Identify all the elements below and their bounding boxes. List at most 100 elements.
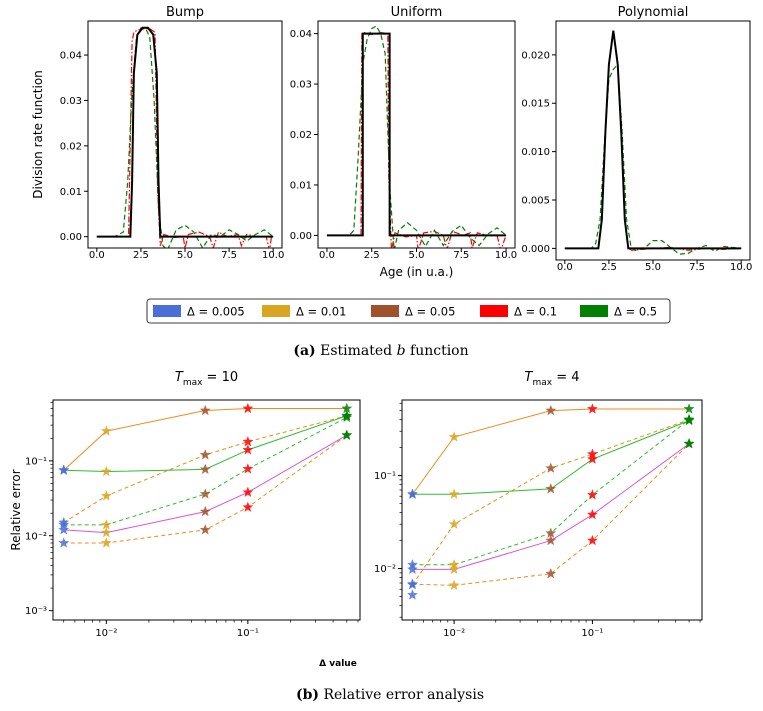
star-marker bbox=[199, 449, 211, 460]
plot-frame bbox=[555, 20, 751, 261]
caption-a-text: Estimated bbox=[316, 343, 397, 359]
star-marker bbox=[586, 403, 598, 414]
plot-title: Bump bbox=[166, 5, 204, 20]
x-tick-label: 7.5 bbox=[689, 262, 705, 273]
series-group bbox=[326, 25, 507, 248]
caption-b: (b) Relative error analysis bbox=[296, 687, 484, 703]
title-rest: = 4 bbox=[552, 370, 579, 385]
plot-title: Tmax = 10 bbox=[175, 370, 238, 388]
series-line-true bbox=[564, 30, 742, 250]
plot-frame bbox=[52, 399, 361, 621]
x-tick-label: 2.5 bbox=[601, 262, 617, 273]
star-marker bbox=[406, 563, 418, 575]
title-main: T bbox=[175, 370, 184, 385]
y-tick-label: 0.04 bbox=[60, 51, 82, 62]
legend-swatch bbox=[480, 305, 508, 317]
y-tick-label: 10⁻¹ bbox=[25, 456, 47, 467]
star-marker bbox=[545, 404, 557, 416]
star-marker bbox=[242, 463, 254, 474]
star-marker bbox=[586, 508, 598, 520]
y-tick-label: 0.015 bbox=[521, 99, 550, 110]
star-marker bbox=[448, 431, 460, 442]
plot-title: Uniform bbox=[391, 5, 443, 20]
caption-a: (a) Estimated b function bbox=[293, 343, 468, 359]
star-marker bbox=[406, 589, 418, 600]
star-marker bbox=[199, 404, 211, 416]
y-tick-label: 0.01 bbox=[290, 180, 312, 191]
legend-swatch bbox=[371, 305, 399, 317]
y-axis-label: Relative error bbox=[9, 469, 23, 550]
title-rest: = 10 bbox=[202, 370, 238, 385]
legend-label: Δ = 0.005 bbox=[187, 305, 245, 319]
title-sub: max bbox=[532, 378, 552, 388]
star-marker bbox=[242, 444, 254, 455]
legend-swatch bbox=[153, 305, 181, 317]
legend-swatch bbox=[262, 305, 290, 317]
series-line-d05 bbox=[564, 63, 742, 255]
legend-label: Δ = 0.5 bbox=[614, 305, 657, 319]
plot-title: Polynomial bbox=[618, 5, 689, 20]
star-marker bbox=[242, 402, 254, 414]
star-marker bbox=[448, 563, 460, 575]
series-line-green-solid bbox=[63, 415, 347, 473]
legend-label: Δ = 0.01 bbox=[296, 305, 346, 319]
panel-a: 0.0 2.5 5.0 7.5 10.0 0.00 0.01 0.02 0.03 0.04 Bump… bbox=[31, 5, 752, 279]
title-sub: max bbox=[183, 378, 203, 388]
star-marker bbox=[58, 464, 70, 475]
y-tick-label: 0.000 bbox=[521, 244, 550, 255]
star-marker bbox=[448, 488, 460, 499]
plot-polynomial: 0.0 2.5 5.0 7.5 10.0 0.000 0.005 0.010 0.015 0.02… bbox=[521, 5, 752, 273]
star-marker bbox=[242, 501, 254, 512]
x-tick-label: 10.0 bbox=[262, 250, 284, 261]
star-marker bbox=[545, 483, 557, 494]
y-tick-label: 0.005 bbox=[521, 196, 550, 207]
star-marker bbox=[545, 462, 557, 473]
y-tick-label: 10⁻² bbox=[374, 564, 396, 575]
plot-tmax-10: 10⁻² 10⁻¹ 10⁻³ 10⁻² 10⁻¹ Tmax = 10 Relative er… bbox=[9, 370, 361, 669]
x-axis-label: Age (in u.a.) bbox=[380, 265, 454, 279]
star-marker bbox=[100, 425, 112, 436]
star-marker bbox=[199, 524, 211, 535]
series-line-true bbox=[326, 32, 507, 237]
star-marker bbox=[448, 579, 460, 591]
x-axis-label: Δ value bbox=[319, 659, 357, 669]
x-tick-label: 10.0 bbox=[730, 262, 752, 273]
star-marker bbox=[406, 488, 418, 499]
y-tick-label: 0.00 bbox=[60, 232, 82, 243]
star-marker bbox=[683, 437, 695, 449]
legend-label: Δ = 0.05 bbox=[405, 305, 455, 319]
series-line-d05 bbox=[326, 25, 507, 248]
star-marker bbox=[58, 524, 70, 535]
star-marker bbox=[100, 526, 112, 538]
star-marker bbox=[341, 411, 353, 423]
plot-uniform: 0.0 2.5 5.0 7.5 10.0 0.00 0.01 0.02 0.03 0.04 Unif… bbox=[290, 5, 517, 279]
series-line-green-dashed bbox=[63, 417, 348, 526]
x-tick-label: 5.0 bbox=[177, 250, 193, 261]
x-tick-label: 7.5 bbox=[453, 250, 469, 261]
star-marker bbox=[242, 486, 254, 498]
y-tick-label: 0.020 bbox=[521, 50, 550, 61]
y-tick-label: 0.00 bbox=[290, 231, 312, 242]
star-marker bbox=[199, 463, 211, 475]
star-marker bbox=[100, 537, 112, 548]
series-group bbox=[564, 30, 742, 255]
star-marker bbox=[545, 534, 557, 546]
series-line-orange-solid bbox=[412, 408, 690, 495]
panel-b: 10⁻² 10⁻¹ 10⁻³ 10⁻² 10⁻¹ Tmax = 10 Relative er… bbox=[9, 370, 703, 669]
series-group bbox=[96, 26, 274, 248]
plot-tmax-4: 10⁻² 10⁻¹ 10⁻² 10⁻¹ Tmax = 4 bbox=[374, 370, 703, 639]
plot-bump: 0.0 2.5 5.0 7.5 10.0 0.00 0.01 0.02 0.03 0.04 Bump… bbox=[31, 5, 284, 261]
caption-b-label: (b) bbox=[296, 687, 319, 703]
star-marker bbox=[100, 465, 112, 477]
x-tick-label: 7.5 bbox=[221, 250, 237, 261]
star-marker bbox=[683, 413, 695, 425]
star-marker bbox=[406, 578, 418, 589]
star-marker bbox=[242, 435, 254, 447]
y-tick-label: 10⁻² bbox=[25, 531, 47, 542]
x-tick-label: 10⁻¹ bbox=[581, 628, 603, 639]
y-tick-label: 0.03 bbox=[290, 80, 312, 91]
caption-b-text: Relative error analysis bbox=[319, 687, 484, 703]
x-tick-label: 10⁻² bbox=[95, 628, 117, 639]
x-tick-label: 2.5 bbox=[364, 250, 380, 261]
plot-frame bbox=[317, 20, 516, 249]
